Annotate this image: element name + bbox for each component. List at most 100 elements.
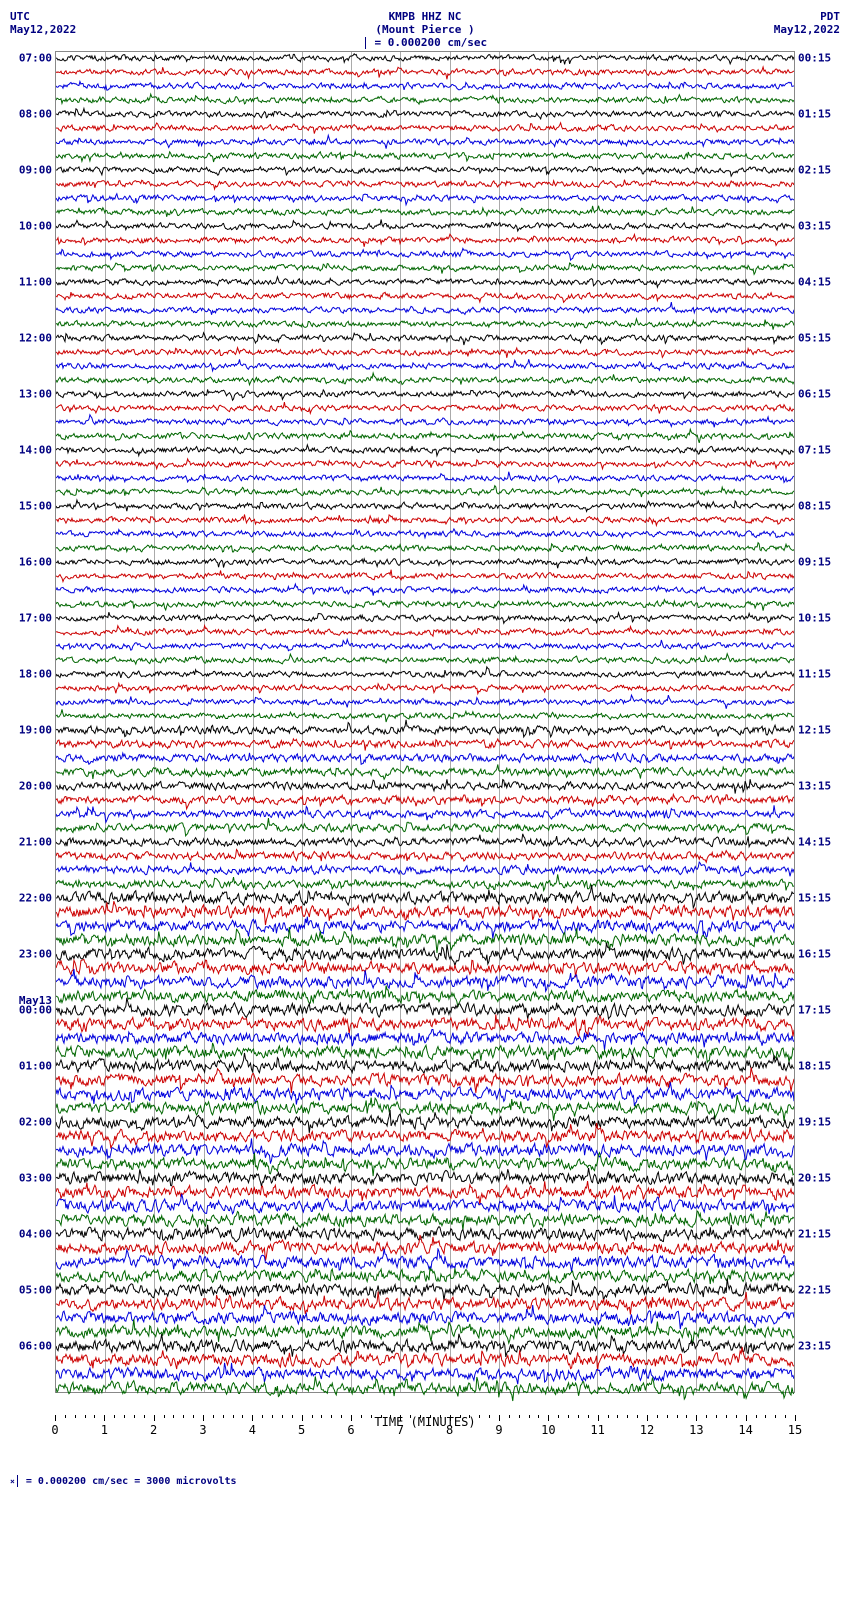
x-tick-minor xyxy=(529,1415,530,1418)
pdt-time-label: 07:15 xyxy=(798,444,831,457)
x-tick-minor xyxy=(686,1415,687,1418)
x-tick-minor xyxy=(479,1415,480,1418)
utc-time-label: 20:00 xyxy=(19,780,52,793)
pdt-time-label: 04:15 xyxy=(798,276,831,289)
pdt-time-label: 06:15 xyxy=(798,388,831,401)
x-tick-minor xyxy=(272,1415,273,1418)
x-tick-minor xyxy=(716,1415,717,1418)
pdt-time-label: 13:15 xyxy=(798,780,831,793)
x-tick-minor xyxy=(460,1415,461,1418)
x-tick-minor xyxy=(321,1415,322,1418)
x-tick-minor xyxy=(410,1415,411,1418)
utc-time-label: 10:00 xyxy=(19,220,52,233)
x-tick-minor xyxy=(440,1415,441,1418)
x-tick-major xyxy=(203,1415,204,1421)
x-tick-minor xyxy=(183,1415,184,1418)
x-tick-label: 5 xyxy=(298,1423,305,1437)
utc-time-label: 23:00 xyxy=(19,948,52,961)
x-tick-minor xyxy=(312,1415,313,1418)
x-tick-minor xyxy=(756,1415,757,1418)
tz-right-label: PDT xyxy=(774,10,840,23)
pdt-time-label: 19:15 xyxy=(798,1116,831,1129)
x-tick-minor xyxy=(94,1415,95,1418)
x-tick-minor xyxy=(75,1415,76,1418)
x-tick-major xyxy=(746,1415,747,1421)
x-tick-label: 14 xyxy=(738,1423,752,1437)
utc-time-label: 02:00 xyxy=(19,1116,52,1129)
x-tick-minor xyxy=(489,1415,490,1418)
pdt-time-label: 22:15 xyxy=(798,1284,831,1297)
x-tick-minor xyxy=(430,1415,431,1418)
x-tick-minor xyxy=(785,1415,786,1418)
pdt-time-label: 05:15 xyxy=(798,332,831,345)
pdt-time-label: 11:15 xyxy=(798,668,831,681)
x-tick-major xyxy=(548,1415,549,1421)
utc-time-label: 06:00 xyxy=(19,1340,52,1353)
x-tick-minor xyxy=(144,1415,145,1418)
plot-inner: 07:0000:1508:0001:1509:0002:1510:0003:15… xyxy=(56,52,794,1392)
x-tick-minor xyxy=(657,1415,658,1418)
x-tick-label: 13 xyxy=(689,1423,703,1437)
x-tick-minor xyxy=(85,1415,86,1418)
utc-time-label: 13:00 xyxy=(19,388,52,401)
x-tick-major xyxy=(450,1415,451,1421)
x-tick-major xyxy=(795,1415,796,1421)
x-tick-minor xyxy=(677,1415,678,1418)
x-tick-minor xyxy=(469,1415,470,1418)
pdt-time-label: 01:15 xyxy=(798,108,831,121)
x-tick-label: 15 xyxy=(788,1423,802,1437)
x-tick-minor xyxy=(341,1415,342,1418)
x-tick-minor xyxy=(420,1415,421,1418)
utc-time-label: 05:00 xyxy=(19,1284,52,1297)
x-tick-minor xyxy=(706,1415,707,1418)
utc-time-label: 08:00 xyxy=(19,108,52,121)
x-tick-label: 8 xyxy=(446,1423,453,1437)
x-tick-minor xyxy=(775,1415,776,1418)
utc-time-label: 15:00 xyxy=(19,500,52,513)
x-tick-minor xyxy=(558,1415,559,1418)
pdt-time-label: 03:15 xyxy=(798,220,831,233)
pdt-time-label: 20:15 xyxy=(798,1172,831,1185)
header-left: UTC May12,2022 xyxy=(10,10,76,36)
x-tick-major xyxy=(499,1415,500,1421)
x-tick-minor xyxy=(667,1415,668,1418)
utc-time-label: 21:00 xyxy=(19,836,52,849)
pdt-time-label: 15:15 xyxy=(798,892,831,905)
waveform xyxy=(56,1374,794,1402)
pdt-time-label: 12:15 xyxy=(798,724,831,737)
x-tick-minor xyxy=(726,1415,727,1418)
seismogram-plot: 07:0000:1508:0001:1509:0002:1510:0003:15… xyxy=(55,51,795,1393)
x-tick-minor xyxy=(213,1415,214,1418)
x-tick-minor xyxy=(617,1415,618,1418)
location-label: (Mount Pierce ) xyxy=(76,23,774,36)
x-tick-minor xyxy=(627,1415,628,1418)
pdt-time-label: 02:15 xyxy=(798,164,831,177)
pdt-time-label: 18:15 xyxy=(798,1060,831,1073)
x-tick-major xyxy=(598,1415,599,1421)
x-tick-minor xyxy=(223,1415,224,1418)
x-tick-label: 2 xyxy=(150,1423,157,1437)
x-tick-label: 10 xyxy=(541,1423,555,1437)
utc-time-label: 22:00 xyxy=(19,892,52,905)
x-tick-minor xyxy=(509,1415,510,1418)
x-tick-minor xyxy=(371,1415,372,1418)
pdt-time-label: 23:15 xyxy=(798,1340,831,1353)
trace-row xyxy=(56,1374,794,1402)
x-tick-minor xyxy=(262,1415,263,1418)
utc-time-label: 01:00 xyxy=(19,1060,52,1073)
x-tick-minor xyxy=(519,1415,520,1418)
x-tick-minor xyxy=(173,1415,174,1418)
pdt-time-label: 10:15 xyxy=(798,612,831,625)
utc-time-label: 14:00 xyxy=(19,444,52,457)
x-tick-minor xyxy=(736,1415,737,1418)
pdt-time-label: 08:15 xyxy=(798,500,831,513)
x-tick-major xyxy=(696,1415,697,1421)
x-axis: TIME (MINUTES) 0123456789101112131415 xyxy=(55,1415,795,1455)
x-tick-minor xyxy=(361,1415,362,1418)
x-tick-major xyxy=(302,1415,303,1421)
x-tick-minor xyxy=(193,1415,194,1418)
pdt-time-label: 17:15 xyxy=(798,1004,831,1017)
pdt-time-label: 00:15 xyxy=(798,52,831,65)
x-tick-minor xyxy=(124,1415,125,1418)
x-tick-major xyxy=(55,1415,56,1421)
